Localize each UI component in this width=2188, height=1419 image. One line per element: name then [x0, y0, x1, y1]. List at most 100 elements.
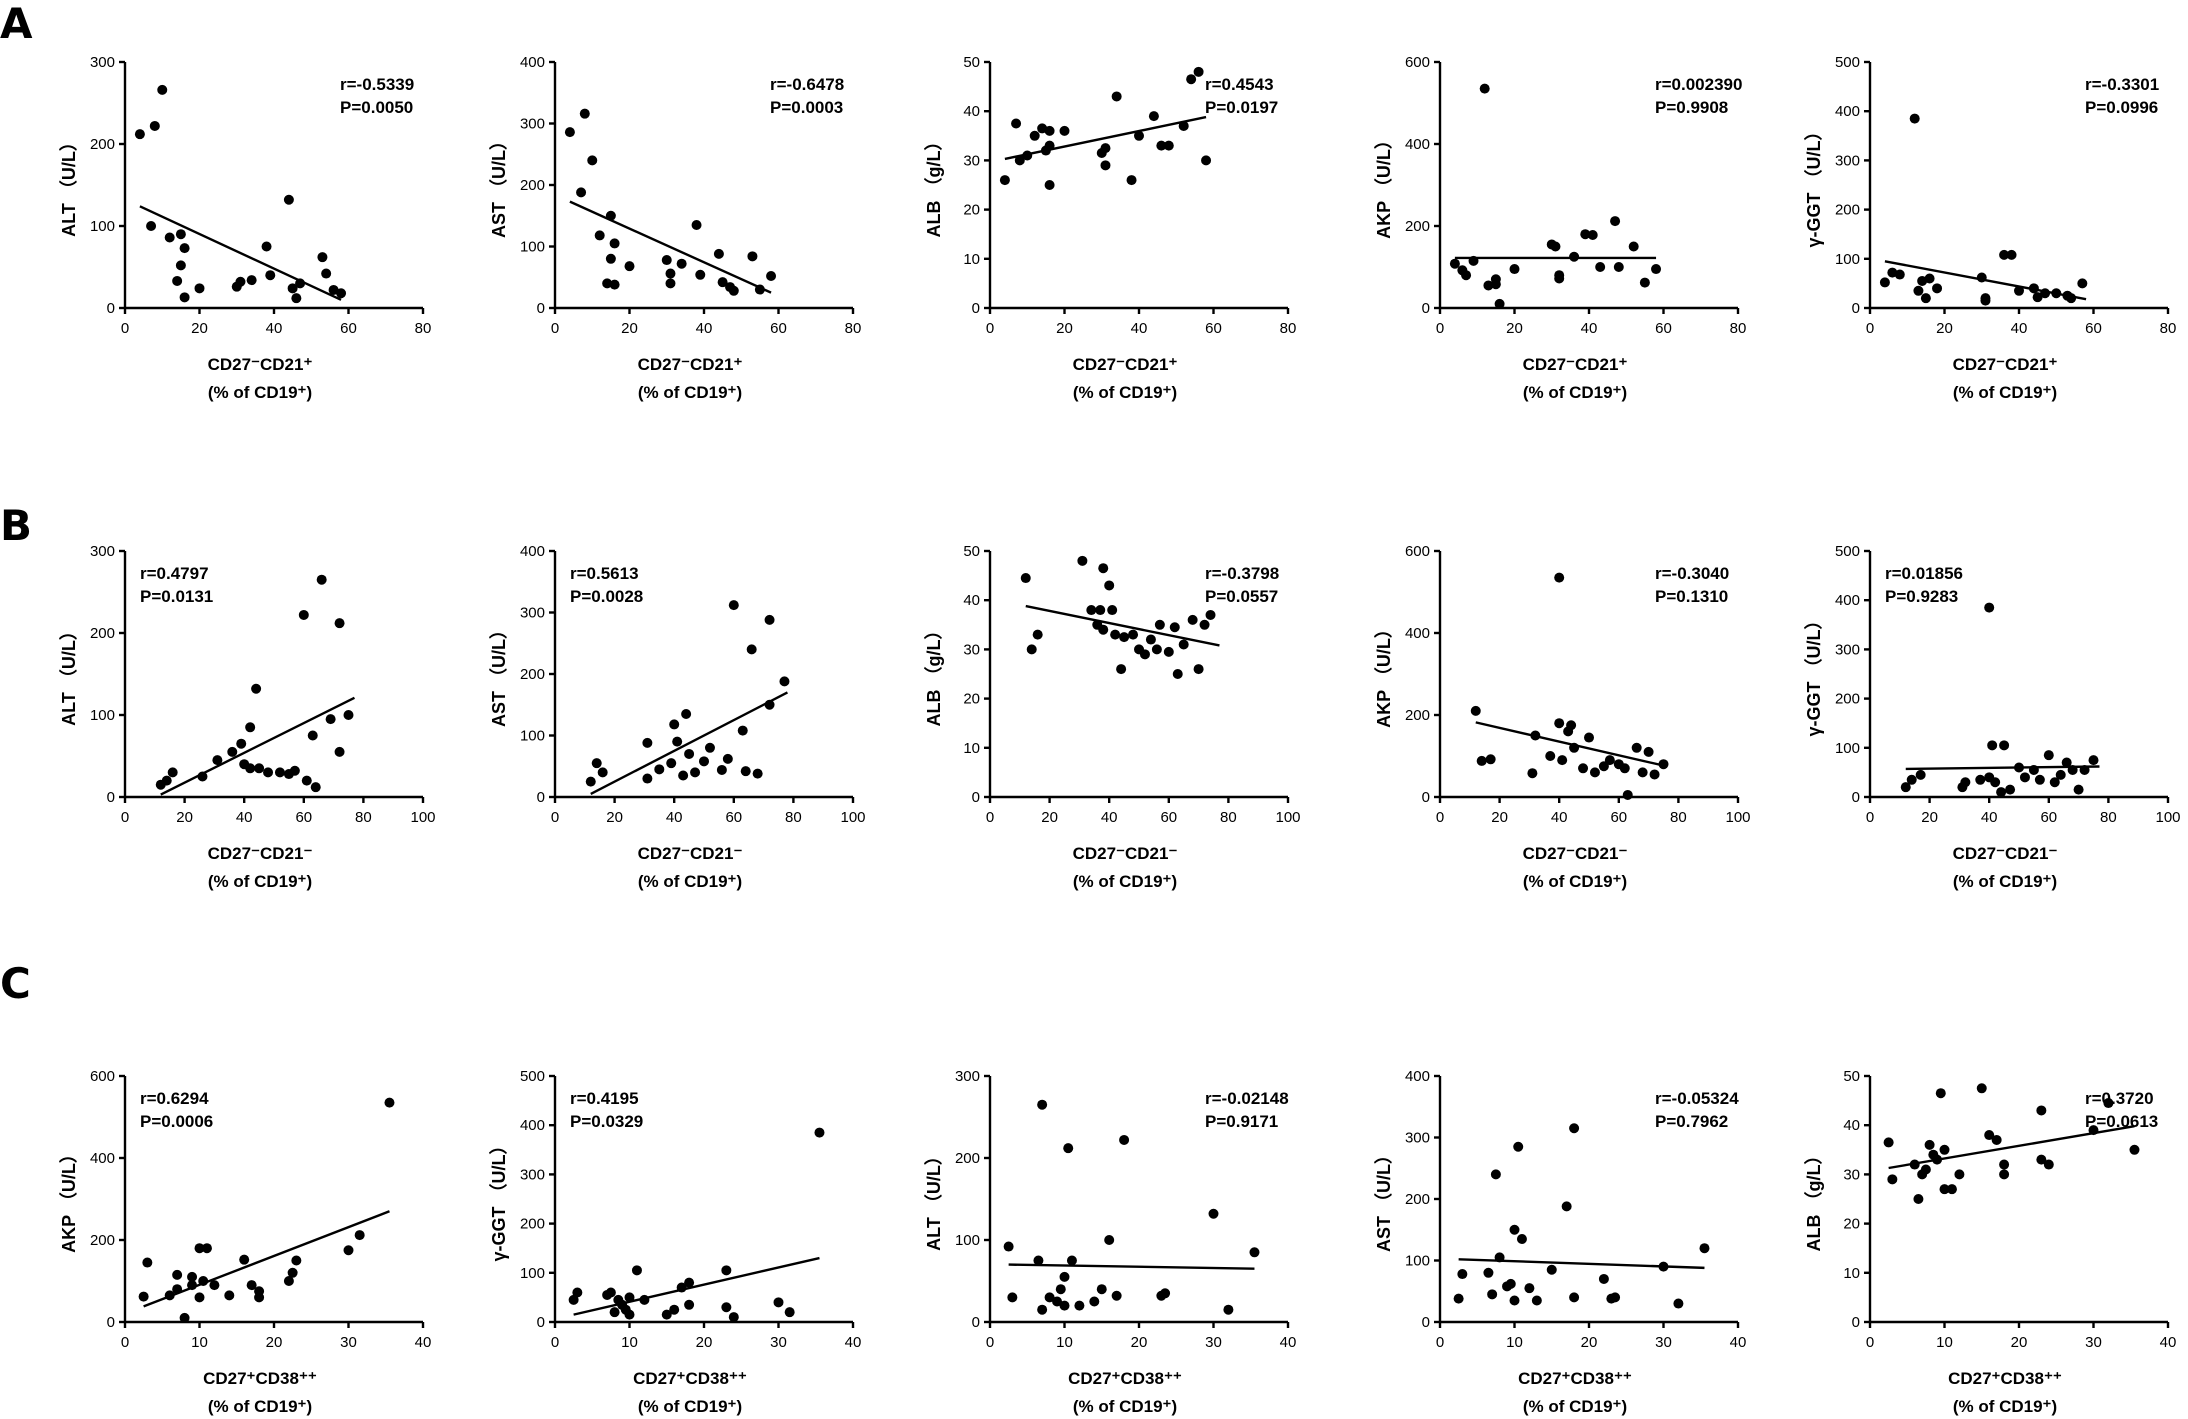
data-point	[1699, 1243, 1710, 1254]
p-value-label: P=0.0006	[140, 1112, 213, 1131]
data-point	[2006, 249, 2017, 260]
y-axis-label: AST （U/L）	[1374, 1146, 1394, 1252]
data-point	[1063, 1143, 1074, 1154]
data-point	[678, 770, 689, 781]
data-point	[179, 243, 190, 254]
data-point	[1111, 91, 1122, 102]
y-tick-label: 400	[1405, 625, 1430, 642]
data-point	[597, 767, 608, 778]
data-point	[254, 1286, 265, 1297]
x-tick-label: 40	[845, 1334, 862, 1351]
scatter-chart-2: 0 20 40 60 80 0 100 200 300 400 AST （U/L） CD27⁻CD21…	[489, 54, 861, 402]
p-value-label: P=0.0329	[570, 1112, 643, 1131]
data-point	[1095, 605, 1106, 616]
data-point	[1119, 632, 1130, 643]
r-value-label: r=0.4543	[1205, 75, 1274, 94]
y-tick-label: 50	[963, 54, 980, 71]
y-tick-label: 10	[963, 740, 980, 757]
x-axis-sublabel: (% of CD19⁺)	[1953, 872, 2057, 891]
p-value-label: P=0.0003	[770, 98, 843, 117]
data-point	[624, 1292, 635, 1303]
data-point	[1999, 740, 2010, 751]
data-point	[317, 252, 328, 263]
r-value-label: r=-0.3040	[1655, 564, 1729, 583]
data-point	[2032, 292, 2043, 303]
regression-line	[590, 691, 788, 795]
x-tick-label: 20	[1506, 320, 1523, 337]
y-axis-label: γ-GGT （U/L）	[1804, 612, 1824, 737]
y-tick-label: 400	[520, 1117, 545, 1134]
data-point	[245, 763, 256, 774]
y-tick-label: 500	[1835, 54, 1860, 71]
y-tick-label: 50	[1843, 1068, 1860, 1085]
data-point	[1110, 629, 1121, 640]
data-point	[1449, 258, 1460, 269]
data-point	[737, 725, 748, 736]
x-tick-label: 20	[696, 1334, 713, 1351]
data-point	[287, 283, 298, 294]
data-point	[1007, 1292, 1018, 1303]
x-tick-label: 40	[1280, 1334, 1297, 1351]
x-tick-label: 0	[121, 809, 129, 826]
y-tick-label: 300	[955, 1068, 980, 1085]
y-tick-label: 100	[1835, 740, 1860, 757]
data-point	[1566, 720, 1577, 731]
data-point	[722, 753, 733, 764]
data-point	[1619, 763, 1630, 774]
data-point	[142, 1257, 153, 1268]
data-point	[1604, 755, 1615, 766]
data-point	[134, 129, 145, 140]
x-axis-label: CD27⁻CD21⁺	[638, 355, 743, 374]
data-point	[1996, 787, 2007, 798]
data-point	[2066, 293, 2077, 304]
r-value-label: r=-0.02148	[1205, 1089, 1289, 1108]
y-tick-label: 100	[1405, 1253, 1430, 1270]
y-tick-label: 200	[1405, 707, 1430, 724]
y-axis-label: ALT （U/L）	[924, 1147, 944, 1251]
data-point	[194, 1243, 205, 1254]
data-point	[1924, 1139, 1935, 1150]
y-tick-label: 100	[520, 1265, 545, 1282]
r-value-label: r=-0.3798	[1205, 564, 1279, 583]
data-point	[1975, 774, 1986, 785]
data-point	[728, 600, 739, 611]
data-point	[1516, 1233, 1527, 1244]
x-tick-label: 80	[2100, 809, 2117, 826]
x-tick-label: 60	[2040, 809, 2057, 826]
x-tick-label: 10	[1936, 1334, 1953, 1351]
regression-line	[1004, 115, 1207, 161]
y-tick-label: 20	[1843, 1216, 1860, 1233]
data-point	[1026, 644, 1037, 655]
data-point	[999, 175, 1010, 186]
data-point	[1991, 1134, 2002, 1145]
data-point	[1584, 732, 1594, 743]
data-point	[1470, 705, 1481, 716]
data-point	[1044, 180, 1055, 190]
x-axis-sublabel: (% of CD19⁺)	[1953, 1397, 2057, 1416]
x-tick-label: 0	[1866, 1334, 1874, 1351]
data-point	[157, 84, 168, 95]
data-point	[564, 127, 575, 138]
x-tick-label: 10	[1056, 1334, 1073, 1351]
y-tick-label: 0	[1852, 789, 1860, 806]
r-value-label: r=-0.05324	[1655, 1089, 1739, 1108]
x-tick-label: 40	[2160, 1334, 2177, 1351]
data-point	[194, 283, 205, 294]
data-point	[239, 1254, 250, 1265]
data-point	[283, 1276, 294, 1286]
data-point	[1003, 1241, 1014, 1252]
data-point	[1022, 150, 1033, 161]
data-point	[310, 782, 321, 793]
data-point	[1932, 1154, 1943, 1165]
data-point	[263, 767, 274, 778]
p-value-label: P=0.0131	[140, 587, 213, 606]
data-point	[2055, 769, 2066, 780]
data-point	[301, 775, 312, 786]
regression-line	[139, 205, 342, 301]
data-point	[1598, 1273, 1609, 1284]
data-point	[1098, 563, 1109, 574]
x-tick-label: 100	[1275, 809, 1300, 826]
data-point	[704, 742, 715, 753]
data-point	[1020, 573, 1031, 584]
data-point	[164, 1290, 175, 1301]
